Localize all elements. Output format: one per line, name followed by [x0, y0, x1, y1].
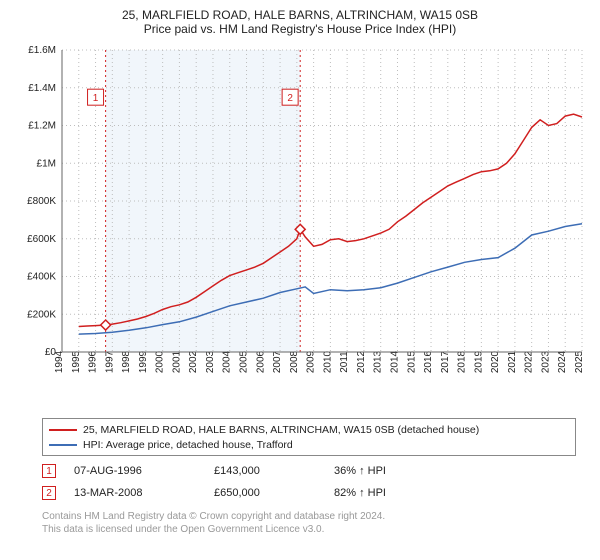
svg-text:1998: 1998	[121, 350, 132, 373]
svg-text:£800K: £800K	[27, 196, 56, 207]
sales-row: 1 07-AUG-1996£143,00036% ↑ HPI	[42, 460, 576, 482]
svg-text:2003: 2003	[205, 350, 216, 373]
svg-text:2023: 2023	[540, 350, 551, 373]
sales-marker: 1	[42, 464, 56, 478]
svg-text:2022: 2022	[524, 350, 535, 373]
svg-text:2016: 2016	[423, 350, 434, 373]
legend-label: HPI: Average price, detached house, Traf…	[83, 439, 293, 451]
svg-text:£1.2M: £1.2M	[28, 121, 56, 132]
svg-text:£200K: £200K	[27, 309, 56, 320]
sales-date: 13-MAR-2008	[74, 487, 214, 499]
svg-text:2024: 2024	[557, 350, 568, 373]
sales-table: 1 07-AUG-1996£143,00036% ↑ HPI 2 13-MAR-200…	[42, 460, 576, 504]
svg-text:2000: 2000	[155, 350, 166, 373]
svg-text:2002: 2002	[188, 350, 199, 373]
legend-label: 25, MARLFIELD ROAD, HALE BARNS, ALTRINCH…	[83, 424, 479, 436]
svg-text:£1.6M: £1.6M	[28, 45, 56, 56]
footnote-line-2: This data is licensed under the Open Gov…	[42, 523, 592, 536]
svg-text:2009: 2009	[306, 350, 317, 373]
svg-text:2001: 2001	[171, 350, 182, 373]
sales-price: £650,000	[214, 487, 334, 499]
svg-text:2013: 2013	[373, 350, 384, 373]
svg-text:2008: 2008	[289, 350, 300, 373]
sales-price: £143,000	[214, 465, 334, 477]
svg-text:£1.4M: £1.4M	[28, 83, 56, 94]
svg-text:1996: 1996	[88, 350, 99, 373]
svg-text:2007: 2007	[272, 350, 283, 373]
svg-text:2012: 2012	[356, 350, 367, 373]
legend-item: 25, MARLFIELD ROAD, HALE BARNS, ALTRINCH…	[49, 422, 569, 437]
legend-swatch	[49, 444, 77, 446]
chart-title: 25, MARLFIELD ROAD, HALE BARNS, ALTRINCH…	[8, 8, 592, 22]
svg-text:2021: 2021	[507, 350, 518, 373]
svg-text:1994: 1994	[54, 350, 65, 373]
svg-text:2011: 2011	[339, 351, 350, 373]
svg-text:£1M: £1M	[37, 158, 56, 169]
chart-area: £0£200K£400K£600K£800K£1M£1.2M£1.4M£1.6M…	[8, 42, 592, 412]
legend-swatch	[49, 429, 77, 431]
svg-text:2025: 2025	[574, 350, 585, 373]
svg-text:1997: 1997	[104, 350, 115, 373]
sales-row: 2 13-MAR-2008£650,00082% ↑ HPI	[42, 482, 576, 504]
legend-item: HPI: Average price, detached house, Traf…	[49, 437, 569, 452]
chart-subtitle: Price paid vs. HM Land Registry's House …	[8, 22, 592, 36]
sales-marker: 2	[42, 486, 56, 500]
svg-text:2017: 2017	[440, 350, 451, 373]
svg-text:2005: 2005	[239, 350, 250, 373]
svg-text:2006: 2006	[255, 350, 266, 373]
svg-text:2004: 2004	[222, 350, 233, 373]
sales-date: 07-AUG-1996	[74, 465, 214, 477]
sales-hpi: 82% ↑ HPI	[334, 487, 434, 499]
svg-text:2020: 2020	[490, 350, 501, 373]
svg-text:£600K: £600K	[27, 234, 56, 245]
svg-text:1: 1	[93, 93, 99, 104]
svg-text:2: 2	[287, 93, 293, 104]
svg-text:2015: 2015	[406, 350, 417, 373]
line-chart-svg: £0£200K£400K£600K£800K£1M£1.2M£1.4M£1.6M…	[8, 42, 592, 412]
legend: 25, MARLFIELD ROAD, HALE BARNS, ALTRINCH…	[42, 418, 576, 456]
svg-text:2014: 2014	[389, 350, 400, 373]
svg-text:2018: 2018	[457, 350, 468, 373]
svg-text:1995: 1995	[71, 350, 82, 373]
svg-text:£400K: £400K	[27, 272, 56, 283]
sales-hpi: 36% ↑ HPI	[334, 465, 434, 477]
svg-text:1999: 1999	[138, 350, 149, 373]
svg-text:2019: 2019	[473, 350, 484, 373]
footnote-line-1: Contains HM Land Registry data © Crown c…	[42, 510, 592, 523]
svg-text:2010: 2010	[322, 350, 333, 373]
footnote: Contains HM Land Registry data © Crown c…	[42, 510, 592, 536]
